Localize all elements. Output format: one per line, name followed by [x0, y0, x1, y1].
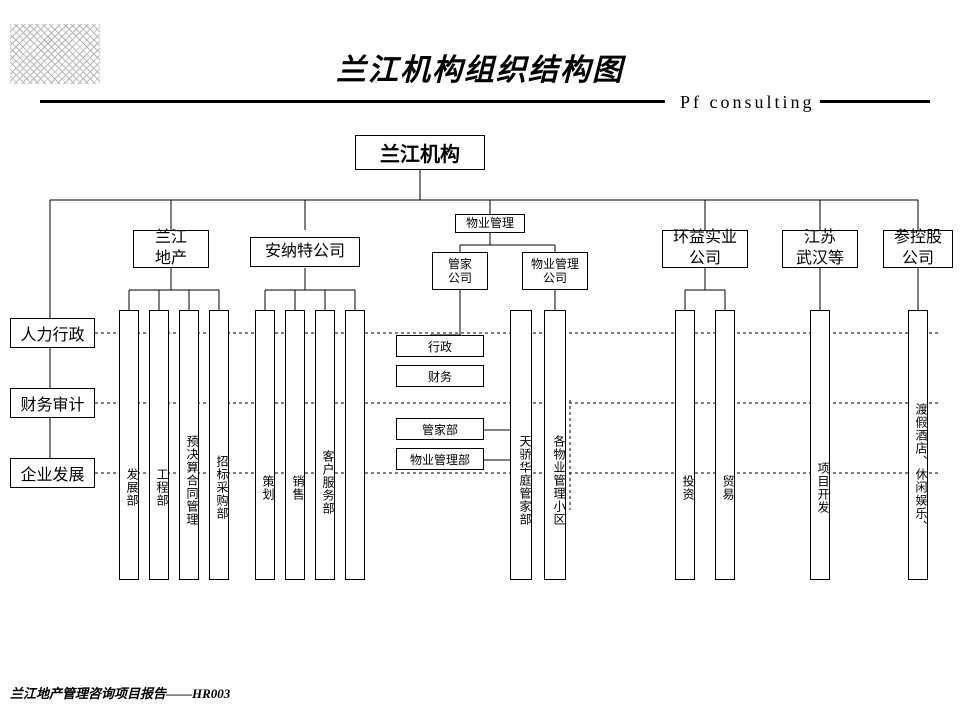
- col-cankong-0: 渡假酒店、休闲娱乐、: [908, 310, 928, 580]
- div-jiangsu: 江苏 武汉等: [782, 230, 858, 268]
- col-anna-0: 策划: [255, 310, 275, 580]
- page-title: 兰江机构组织结构图: [0, 45, 960, 89]
- col-huanyi-1: 贸易: [715, 310, 735, 580]
- side-hr: 人力行政: [10, 318, 95, 348]
- guanjia-row-3: 物业管理部: [396, 448, 484, 470]
- side-dev: 企业发展: [10, 458, 95, 488]
- side-fin: 财务审计: [10, 388, 95, 418]
- div-cankong: 参控股 公司: [883, 230, 953, 268]
- footer-text: 兰江地产管理咨询项目报告——HR003: [10, 683, 230, 702]
- div-anna: 安纳特公司: [250, 237, 360, 267]
- col-wuye-0: 天骄华庭管家部: [510, 310, 532, 580]
- guanjia-row-2: 管家部: [396, 418, 484, 440]
- col-dichan-3: 招标采购部: [209, 310, 229, 580]
- page: 兰江机构组织结构图 Pf consulting: [0, 0, 960, 720]
- div-wuye-co: 物业管理 公司: [522, 252, 588, 290]
- guanjia-row-1: 财务: [396, 365, 484, 387]
- col-anna-2: 客户服务部: [315, 310, 335, 580]
- divider-left: [40, 100, 665, 103]
- root-node: 兰江机构: [355, 135, 485, 170]
- col-wuye-1: 各物业管理小区: [544, 310, 566, 580]
- col-dichan-1: 工程部: [149, 310, 169, 580]
- div-wuye-parent: 物业管理: [455, 214, 525, 233]
- col-anna-1: 销售: [285, 310, 305, 580]
- div-huanyi: 环益实业 公司: [662, 230, 748, 268]
- col-dichan-2: 预决算合同管理: [179, 310, 199, 580]
- consulting-brand: Pf consulting: [680, 92, 815, 113]
- col-dichan-0: 发展部: [119, 310, 139, 580]
- div-dichan: 兰江 地产: [133, 230, 209, 268]
- col-huanyi-0: 投资: [675, 310, 695, 580]
- div-guanjia: 管家 公司: [432, 252, 488, 290]
- divider-right: [820, 100, 930, 103]
- guanjia-row-0: 行政: [396, 335, 484, 357]
- col-anna-3: [345, 310, 365, 580]
- col-jiangsu-0: 项目开发: [810, 310, 830, 580]
